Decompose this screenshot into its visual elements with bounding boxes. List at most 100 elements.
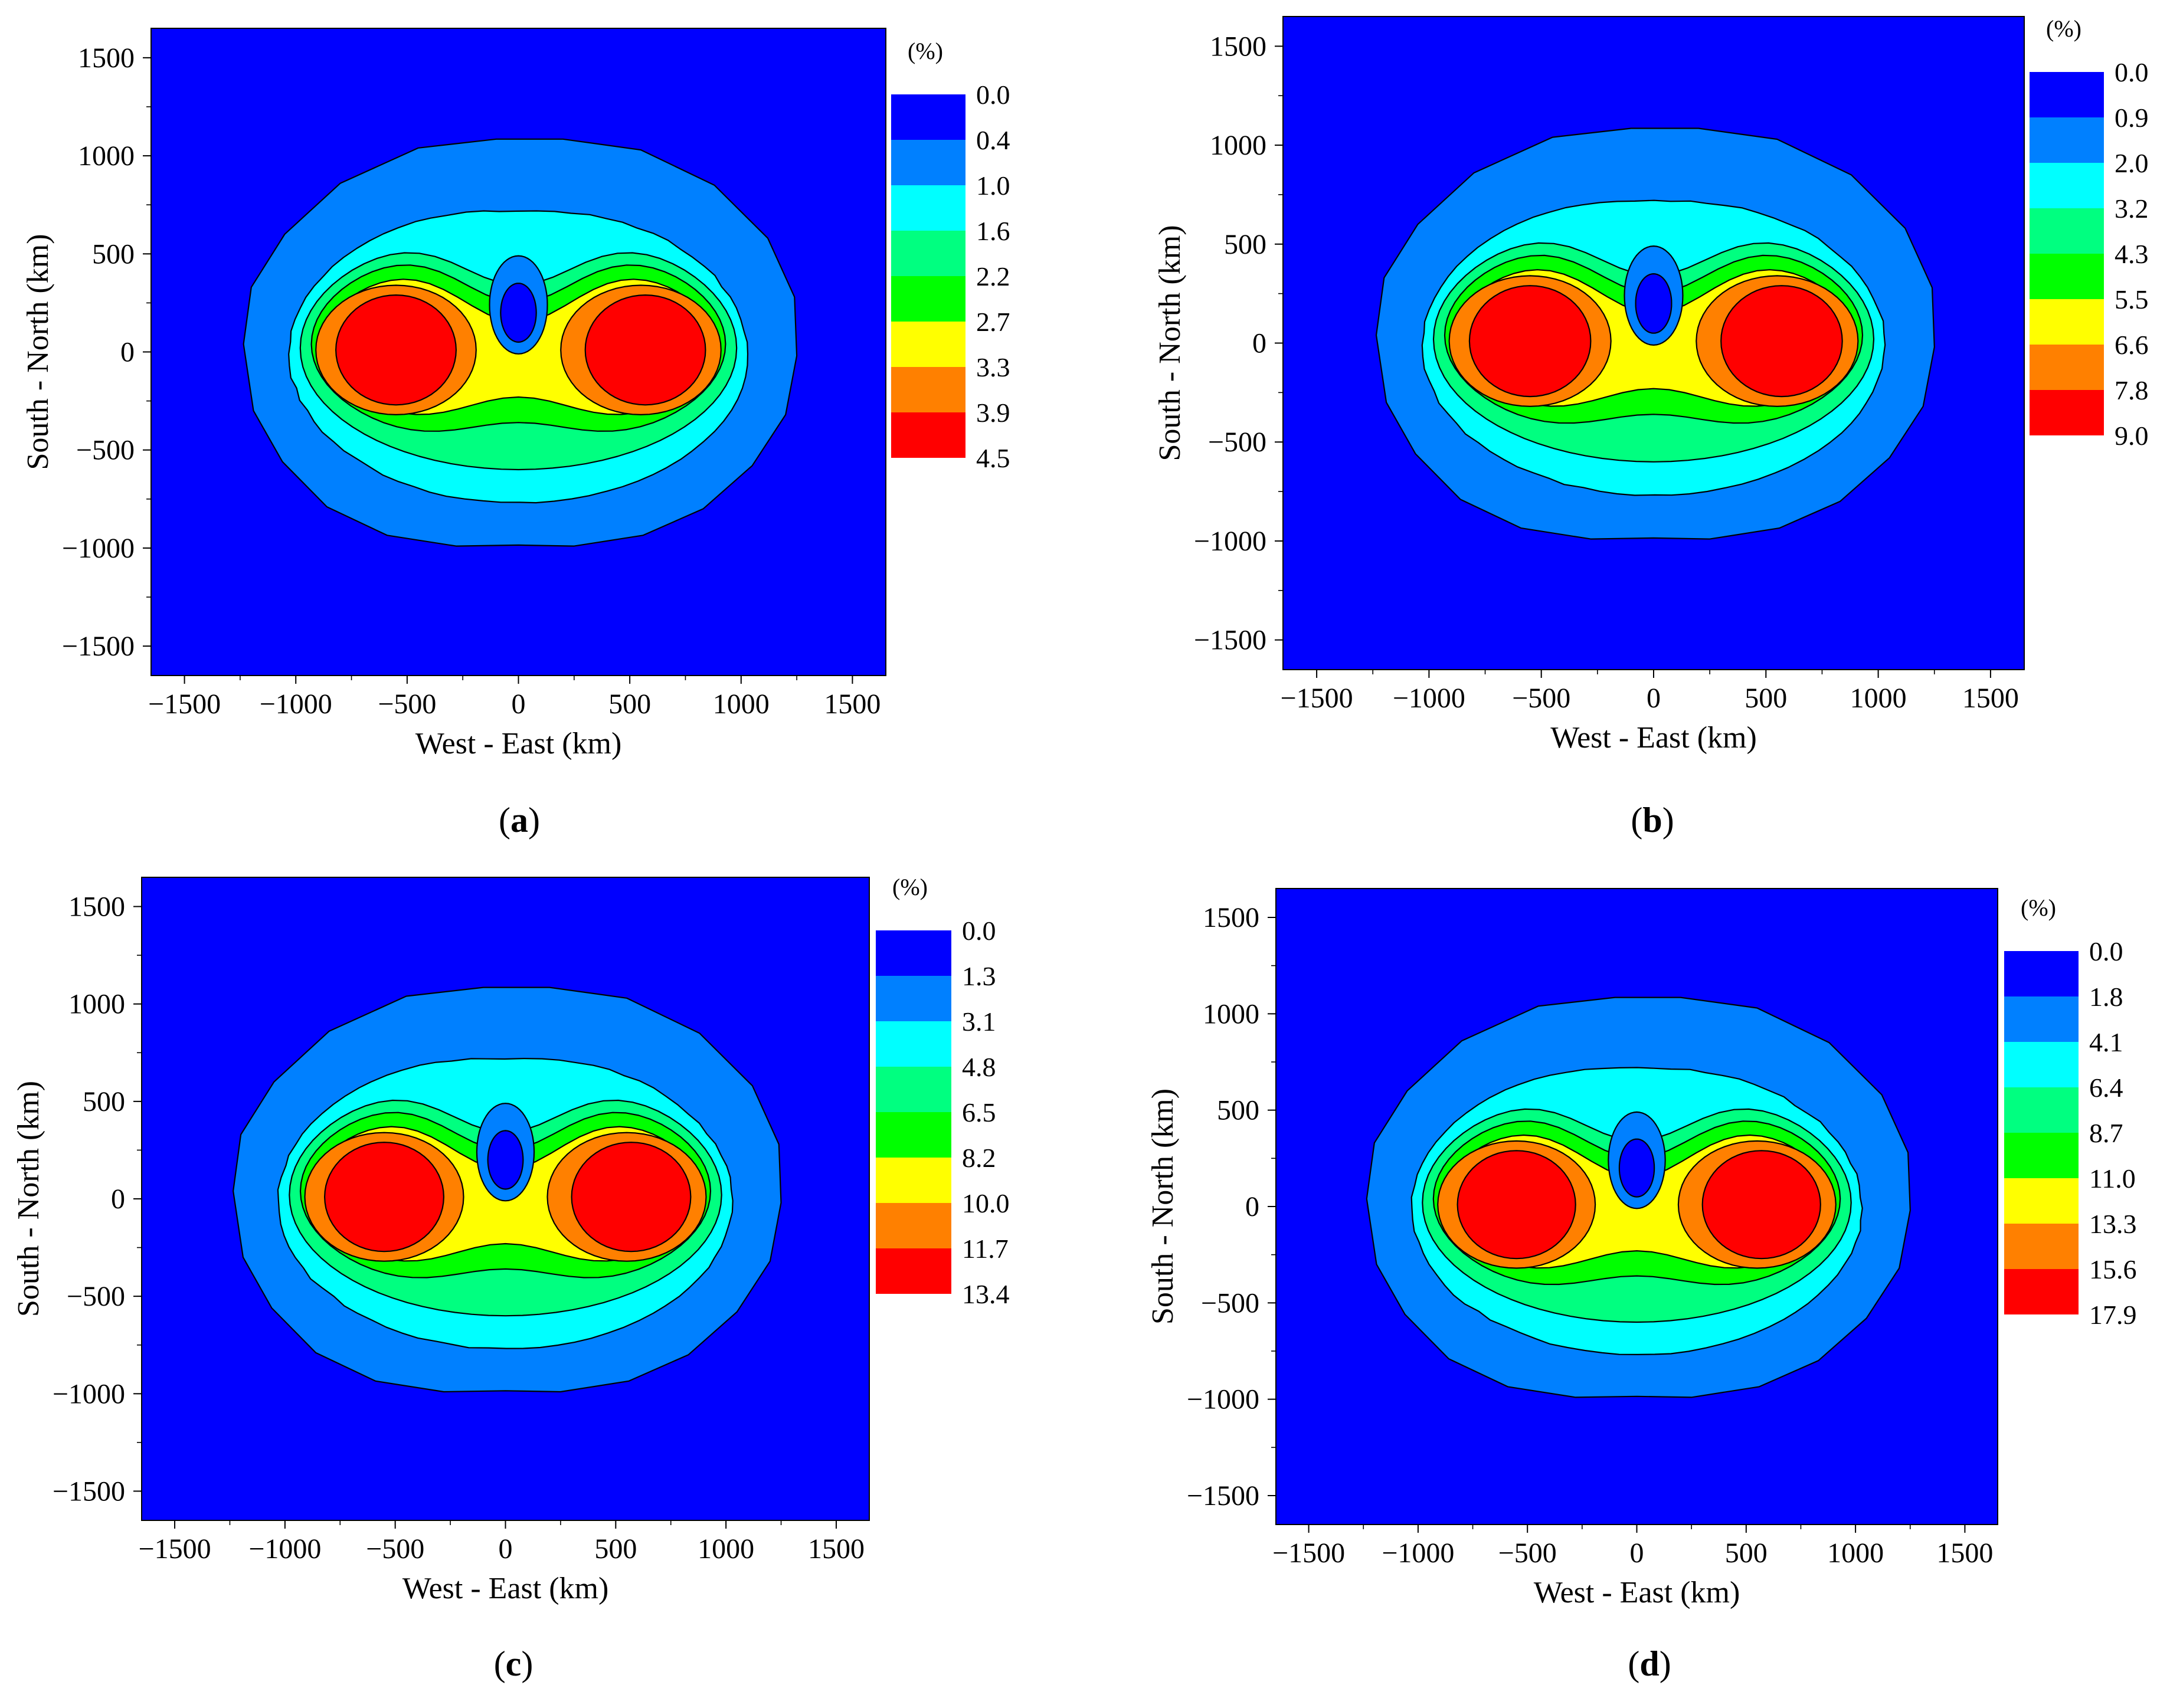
y-tick-label: 1000 [1210, 130, 1266, 161]
colorbar-swatch [876, 1067, 951, 1112]
y-tick-label: 1500 [78, 42, 135, 74]
colorbar-level-label: 0.0 [976, 80, 1010, 110]
contour-min-core [500, 283, 537, 343]
colorbar: (%) 0.0 1.8 4.1 6.4 8.7 11.0 13.3 15.6 17.9 [2004, 894, 2137, 1330]
colorbar-swatch [2030, 299, 2104, 345]
colorbar-swatch [891, 276, 965, 322]
colorbar-swatch [2004, 1224, 2079, 1269]
colorbar-swatch [2004, 1042, 2079, 1087]
colorbar-level-label: 13.4 [962, 1279, 1010, 1309]
colorbar-swatch [891, 367, 965, 412]
colorbar-level-label: 6.5 [962, 1097, 996, 1127]
panel-caption: (d) [1628, 1644, 1671, 1683]
colorbar-level-label: 17.9 [2089, 1300, 2137, 1330]
y-tick-label: 0 [1245, 1191, 1259, 1222]
colorbar-swatch [2004, 951, 2079, 996]
colorbar-swatch [2030, 117, 2104, 163]
y-tick-label: 0 [120, 337, 135, 368]
y-axis-label: South - North (km) [21, 234, 55, 470]
colorbar-swatch [2030, 345, 2104, 390]
colorbar-level-label: 15.6 [2089, 1254, 2137, 1284]
contour-plot [1283, 17, 2024, 670]
colorbar-level-label: 0.0 [2089, 936, 2123, 966]
x-tick-label: 500 [608, 689, 651, 720]
colorbar-swatch [891, 412, 965, 458]
x-tick-label: 500 [1744, 683, 1787, 714]
x-tick-label: −1000 [1393, 683, 1465, 714]
colorbar-level-label: 4.3 [2115, 239, 2149, 269]
x-tick-label: 0 [499, 1533, 513, 1565]
y-tick-label: 1500 [68, 891, 125, 923]
y-tick-label: 1000 [1203, 998, 1259, 1030]
x-tick-label: −1000 [260, 689, 332, 720]
panel-caption: (a) [499, 801, 540, 840]
contour-level-7-core-1 [1457, 1150, 1576, 1260]
y-tick-label: 1000 [78, 140, 135, 172]
x-tick-label: −1500 [1281, 683, 1353, 714]
x-tick-label: 1000 [1827, 1537, 1884, 1569]
colorbar-level-label: 3.9 [976, 398, 1010, 428]
x-tick-label: 1500 [1962, 683, 2019, 714]
x-axis-label: West - East (km) [1534, 1576, 1740, 1609]
contour-min-core [1618, 1138, 1655, 1198]
x-tick-label: −500 [1512, 683, 1570, 714]
colorbar-level-label: 0.9 [2115, 103, 2149, 133]
colorbar-level-label: 0.0 [962, 916, 996, 946]
colorbar-level-label: 0.4 [976, 125, 1010, 155]
y-tick-label: −1500 [1187, 1480, 1259, 1512]
colorbar-level-label: 6.6 [2115, 330, 2149, 360]
colorbar-level-label: 1.8 [2089, 982, 2123, 1012]
colorbar-swatch [2030, 208, 2104, 254]
colorbar-swatch [891, 140, 965, 185]
colorbar-level-label: 10.0 [962, 1188, 1010, 1218]
x-tick-label: 1000 [713, 689, 770, 720]
x-tick-label: 0 [512, 689, 526, 720]
y-tick-label: 500 [83, 1086, 125, 1117]
colorbar-swatch [2030, 254, 2104, 299]
colorbar-level-label: 1.0 [976, 171, 1010, 201]
x-tick-label: 0 [1630, 1537, 1644, 1569]
colorbar-swatch [2004, 996, 2079, 1042]
contour-level-7-core-2 [584, 294, 706, 406]
colorbar-level-label: 4.5 [976, 443, 1010, 473]
colorbar-swatch [891, 322, 965, 367]
colorbar-level-label: 4.8 [962, 1052, 996, 1082]
x-tick-label: 1000 [698, 1533, 754, 1565]
contour-plot [151, 28, 886, 676]
x-tick-label: 1500 [808, 1533, 865, 1565]
y-axis-label: South - North (km) [1153, 225, 1187, 461]
y-tick-label: 1500 [1210, 31, 1266, 62]
x-tick-label: 1500 [824, 689, 881, 720]
x-tick-label: 500 [594, 1533, 637, 1565]
x-axis-label: West - East (km) [402, 1572, 609, 1605]
colorbar-unit: (%) [2021, 894, 2056, 921]
contour-level-7-core-2 [1701, 1150, 1821, 1260]
panel-caption: (c) [494, 1644, 534, 1683]
colorbar-level-label: 5.5 [2115, 284, 2149, 314]
colorbar-level-label: 13.3 [2089, 1209, 2137, 1239]
y-tick-label: −1500 [53, 1476, 125, 1507]
contour-plot [1276, 889, 1998, 1525]
colorbar-level-label: 1.3 [962, 961, 996, 991]
colorbar-level-label: 3.2 [2115, 194, 2149, 224]
x-tick-label: −1500 [148, 689, 221, 720]
y-tick-label: 500 [1224, 229, 1266, 260]
colorbar-level-label: 7.8 [2115, 375, 2149, 405]
y-tick-label: −500 [76, 435, 135, 466]
y-tick-label: −1500 [62, 631, 135, 662]
contour-level-7-core-1 [1468, 285, 1592, 398]
y-tick-label: −1000 [62, 533, 135, 564]
colorbar-swatch [891, 94, 965, 140]
colorbar-swatch [2004, 1087, 2079, 1133]
colorbar-level-label: 2.7 [976, 307, 1010, 337]
y-tick-label: −1000 [53, 1378, 125, 1409]
colorbar-level-label: 0.0 [2115, 57, 2149, 87]
y-tick-label: 1000 [68, 989, 125, 1020]
colorbar-swatch [2004, 1178, 2079, 1224]
y-tick-label: 0 [111, 1184, 125, 1215]
panel-b: −1500 −1000 −500 0 500 1000 1500 −1500 −1000 −500… [1153, 15, 2149, 840]
x-axis-label: West - East (km) [415, 727, 622, 760]
x-tick-label: −1500 [1272, 1537, 1345, 1569]
y-tick-label: 0 [1252, 328, 1266, 359]
